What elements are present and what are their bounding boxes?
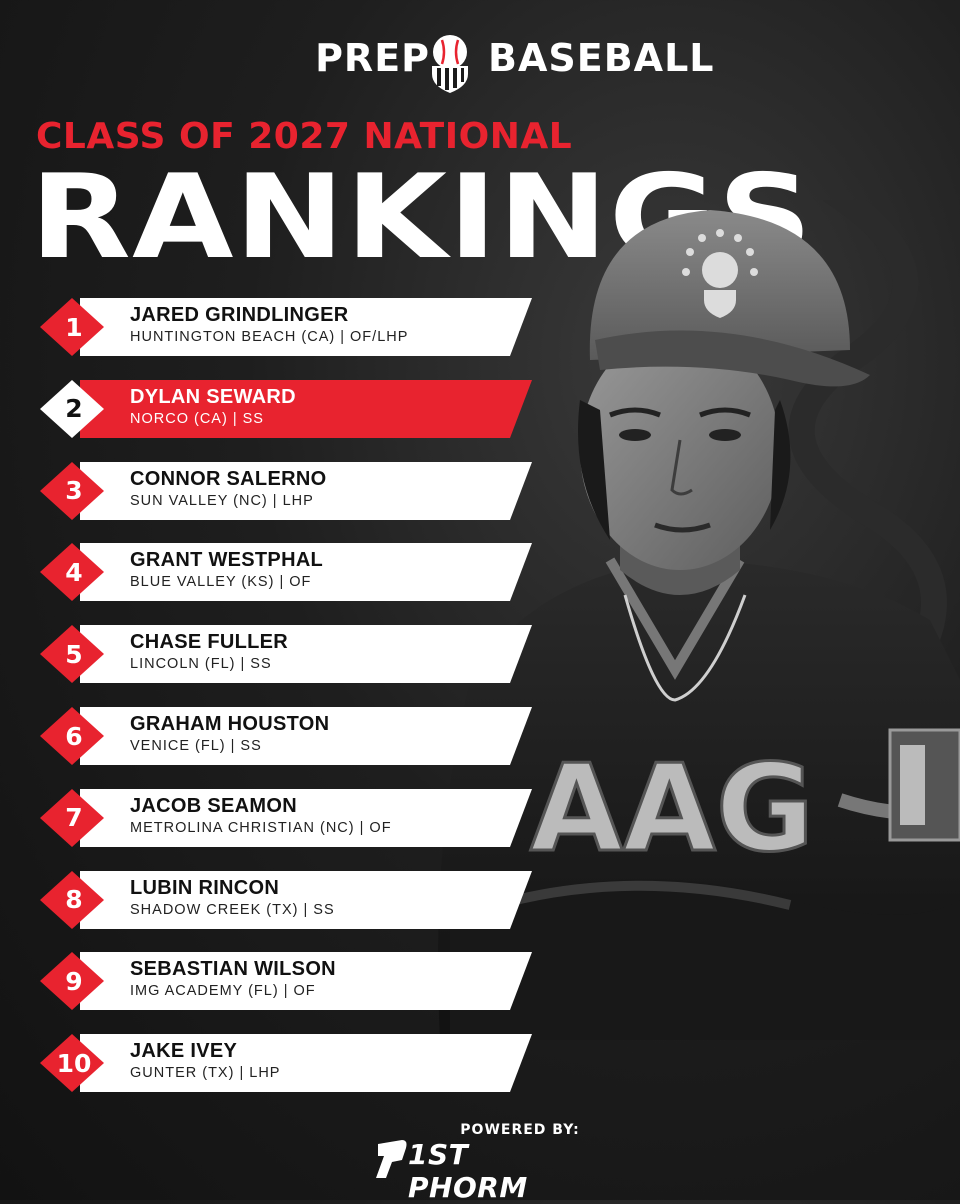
ranking-row: 6 GRAHAM HOUSTON VENICE (FL) | SS bbox=[40, 707, 540, 765]
row-banner bbox=[40, 625, 532, 684]
rank-number: 8 bbox=[65, 885, 83, 915]
sponsor-logo: 1ST PHORM bbox=[374, 1138, 594, 1204]
ranking-row: 4 GRANT WESTPHAL BLUE VALLEY (KS) | OF bbox=[40, 543, 540, 602]
player-photo: AAG bbox=[438, 200, 960, 1040]
rank-number: 10 bbox=[56, 1048, 92, 1078]
row-banner bbox=[40, 461, 532, 520]
rank-number: 2 bbox=[65, 394, 83, 424]
player-school-position: IMG ACADEMY (FL) | OF bbox=[130, 983, 316, 1000]
rank-number: 7 bbox=[65, 803, 83, 833]
rank-diamond bbox=[40, 870, 104, 929]
row-banner bbox=[40, 870, 532, 929]
sponsor-name: 1ST PHORM bbox=[408, 1138, 528, 1204]
ranking-row: 10 JAKE IVEY GUNTER (TX) | LHP bbox=[40, 1034, 540, 1093]
player-name: GRANT WESTPHAL bbox=[130, 549, 324, 572]
row-banner bbox=[40, 298, 532, 356]
ranking-row: 7 JACOB SEAMON METROLINA CHRISTIAN (NC) | … bbox=[40, 788, 540, 847]
ranking-row: 5 CHASE FULLER LINCOLN (FL) | SS bbox=[40, 625, 540, 684]
rank-number: 1 bbox=[65, 312, 83, 342]
player-name: CONNOR SALERNO bbox=[130, 467, 327, 490]
row-banner bbox=[40, 952, 532, 1011]
player-name: JARED GRINDLINGER bbox=[130, 304, 349, 326]
rank-diamond bbox=[40, 298, 104, 356]
player-school-position: NORCO (CA) | SS bbox=[130, 410, 264, 427]
brand-logo: PREP BASEBALL bbox=[0, 30, 960, 94]
player-school-position: SUN VALLEY (NC) | LHP bbox=[130, 492, 314, 509]
ranking-row: 1 JARED GRINDLINGER HUNTINGTON BEACH (CA) … bbox=[40, 298, 540, 356]
player-school-position: SHADOW CREEK (TX) | SS bbox=[130, 901, 335, 918]
player-school-position: VENICE (FL) | SS bbox=[130, 738, 262, 754]
row-banner bbox=[40, 788, 532, 847]
rank-diamond bbox=[40, 1034, 104, 1093]
player-name: JAKE IVEY bbox=[130, 1040, 238, 1063]
player-school-position: HUNTINGTON BEACH (CA) | OF/LHP bbox=[130, 329, 409, 345]
player-name: GRAHAM HOUSTON bbox=[130, 713, 330, 735]
phorm-mark-icon bbox=[376, 1140, 407, 1178]
player-name: LUBIN RINCON bbox=[130, 876, 280, 899]
player-name: DYLAN SEWARD bbox=[130, 385, 296, 408]
player-school-position: GUNTER (TX) | LHP bbox=[130, 1065, 281, 1082]
rank-diamond bbox=[40, 379, 104, 438]
rank-diamond bbox=[40, 625, 104, 684]
player-name: SEBASTIAN WILSON bbox=[130, 958, 336, 981]
row-banner bbox=[40, 707, 532, 765]
ranking-row: 9 SEBASTIAN WILSON IMG ACADEMY (FL) | OF bbox=[40, 952, 540, 1011]
logo-word-baseball: BASEBALL bbox=[488, 36, 715, 80]
player-school-position: BLUE VALLEY (KS) | OF bbox=[130, 574, 312, 591]
row-banner bbox=[40, 1034, 532, 1093]
baseball-shield-icon bbox=[432, 35, 468, 93]
class-heading: CLASS OF 2027 NATIONAL bbox=[36, 116, 573, 157]
rank-number: 3 bbox=[65, 476, 83, 506]
rank-number: 5 bbox=[65, 639, 83, 669]
player-name: CHASE FULLER bbox=[130, 631, 289, 654]
rank-number: 9 bbox=[65, 966, 83, 996]
logo-word-prep: PREP bbox=[315, 36, 430, 80]
row-banner bbox=[40, 543, 532, 602]
rank-number: 4 bbox=[65, 557, 83, 587]
rank-diamond bbox=[40, 707, 104, 765]
rank-number: 6 bbox=[65, 721, 83, 751]
row-banner bbox=[40, 379, 532, 438]
ranking-row: 2 DYLAN SEWARD NORCO (CA) | SS bbox=[40, 379, 540, 438]
player-school-position: LINCOLN (FL) | SS bbox=[130, 656, 272, 673]
player-name: JACOB SEAMON bbox=[130, 794, 297, 817]
rank-diamond bbox=[40, 461, 104, 520]
ranking-row: 3 CONNOR SALERNO SUN VALLEY (NC) | LHP bbox=[40, 461, 540, 520]
rank-diamond bbox=[40, 788, 104, 847]
rank-diamond bbox=[40, 543, 104, 602]
rank-diamond bbox=[40, 952, 104, 1011]
powered-by-label: POWERED BY: bbox=[460, 1122, 580, 1138]
jersey-lettering: AAG bbox=[530, 740, 814, 879]
player-school-position: METROLINA CHRISTIAN (NC) | OF bbox=[130, 819, 392, 836]
ranking-row: 8 LUBIN RINCON SHADOW CREEK (TX) | SS bbox=[40, 870, 540, 929]
